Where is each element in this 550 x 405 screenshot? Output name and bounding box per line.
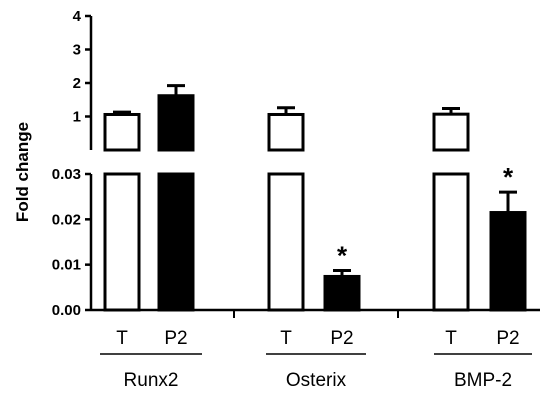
y-tick-label: 0.01 bbox=[52, 257, 81, 274]
y-tick-label: 0.02 bbox=[52, 211, 81, 228]
significance-marker: * bbox=[503, 162, 514, 192]
x-tick-label: P2 bbox=[330, 328, 353, 349]
significance-marker: * bbox=[337, 241, 348, 271]
bar-Runx2-T bbox=[103, 112, 141, 152]
x-tick-label: T bbox=[445, 328, 457, 349]
bar-BMP-2-T bbox=[432, 112, 470, 152]
x-tick-label: T bbox=[280, 328, 292, 349]
group-label: Runx2 bbox=[124, 370, 179, 391]
bar-Osterix-T-lower bbox=[267, 172, 305, 312]
category-labels: T P2 Runx2 T P2 Osterix T P2 BMP-2 bbox=[100, 328, 532, 391]
y-tick-label: 1 bbox=[73, 109, 81, 126]
y-tick-label: 2 bbox=[73, 75, 81, 92]
bar-Osterix-P2 bbox=[323, 274, 361, 312]
bar-Runx2-P2 bbox=[157, 94, 195, 152]
x-tick-label: T bbox=[116, 328, 128, 349]
y-tick-label: 3 bbox=[73, 42, 81, 59]
x-tick-label: P2 bbox=[164, 328, 187, 349]
bar-Runx2-P2-lower bbox=[157, 172, 195, 312]
y-tick-label: 4 bbox=[73, 8, 82, 25]
bar-BMP-2-P2 bbox=[489, 211, 527, 312]
x-tick-label: P2 bbox=[496, 328, 519, 349]
y-axis-label: Fold change bbox=[13, 122, 32, 222]
y-tick-label: 0.00 bbox=[52, 302, 81, 319]
bar-Runx2-T-lower bbox=[103, 172, 141, 312]
y-tick-label: 0.03 bbox=[52, 166, 81, 183]
bars: ** bbox=[103, 84, 527, 312]
bar-Osterix-T bbox=[267, 112, 305, 152]
bar-BMP-2-T-lower bbox=[432, 172, 470, 312]
group-label: Osterix bbox=[286, 370, 347, 391]
group-label: BMP-2 bbox=[454, 370, 512, 391]
